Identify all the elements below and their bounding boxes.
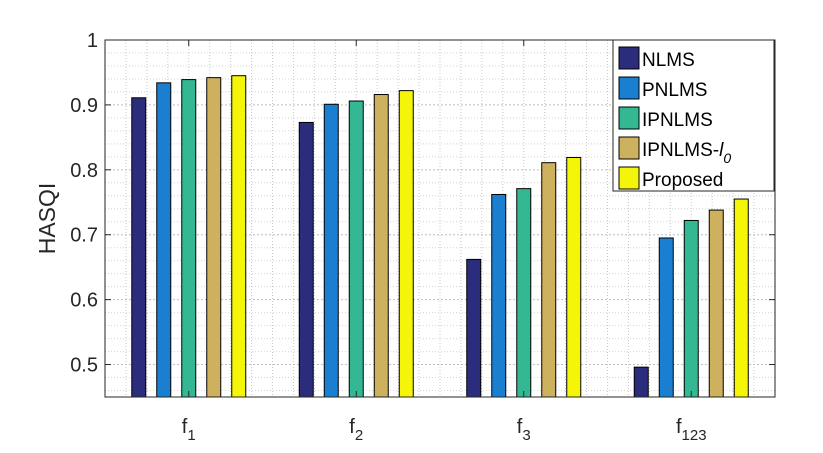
bar-proposed-f3	[566, 156, 582, 398]
bar-ipnlms-l-f123	[708, 209, 724, 398]
bar-ipnlms-l-f2	[373, 94, 389, 398]
bar-nlms-f3	[466, 258, 482, 398]
legend: NLMS PNLMS IPNLMS IPNLMS-l0 Proposed	[612, 39, 775, 192]
legend-swatch-ipnlms-l	[618, 136, 640, 160]
y-axis-ticks: 0.5 0.6 0.7 0.8 0.9 1	[70, 30, 775, 377]
bar-nlms-f1	[131, 97, 147, 398]
y-tick-label: 0.8	[70, 160, 98, 182]
y-tick-label: 0.7	[70, 225, 98, 247]
legend-swatch-pnlms	[618, 76, 640, 100]
x-tick-label: f123	[676, 416, 707, 444]
bar-proposed-f2	[398, 90, 414, 398]
bar-proposed-f123	[733, 198, 749, 398]
y-axis-label: HASQI	[34, 183, 60, 255]
legend-box	[612, 39, 775, 192]
bar-pnlms-f2	[323, 103, 339, 398]
legend-swatch-proposed	[618, 166, 640, 190]
bar-ipnlms-f123	[683, 219, 699, 398]
bar-ipnlms-f2	[348, 100, 364, 398]
bar-pnlms-f1	[156, 82, 172, 398]
y-tick-label: 1	[87, 30, 98, 52]
legend-label-pnlms: PNLMS	[642, 80, 707, 101]
bar-nlms-f123	[633, 366, 649, 398]
bar-proposed-f1	[231, 75, 247, 398]
legend-label-proposed: Proposed	[642, 170, 723, 191]
bar-ipnlms-f3	[516, 188, 532, 398]
y-tick-label: 0.5	[70, 355, 98, 377]
legend-swatch-ipnlms	[618, 106, 640, 130]
bar-pnlms-f123	[658, 237, 674, 398]
bar-pnlms-f3	[491, 193, 507, 398]
bar-ipnlms-f1	[181, 79, 197, 398]
legend-label-ipnlms: IPNLMS	[642, 110, 713, 131]
plot-frame	[104, 39, 776, 398]
bar-nlms-f2	[298, 121, 314, 398]
x-tick-label: f3	[517, 416, 531, 444]
bar-ipnlms-l-f1	[206, 77, 222, 398]
legend-label-nlms: NLMS	[642, 50, 695, 71]
x-tick-label: f1	[182, 416, 196, 444]
bars	[131, 75, 749, 398]
bar-ipnlms-l-f3	[541, 162, 557, 398]
x-tick-label: f2	[349, 416, 363, 444]
y-tick-label: 0.9	[70, 95, 98, 117]
y-tick-label: 0.6	[70, 290, 98, 312]
legend-swatch-nlms	[618, 46, 640, 70]
legend-label-ipnlms-l: IPNLMS-l0	[642, 140, 731, 166]
